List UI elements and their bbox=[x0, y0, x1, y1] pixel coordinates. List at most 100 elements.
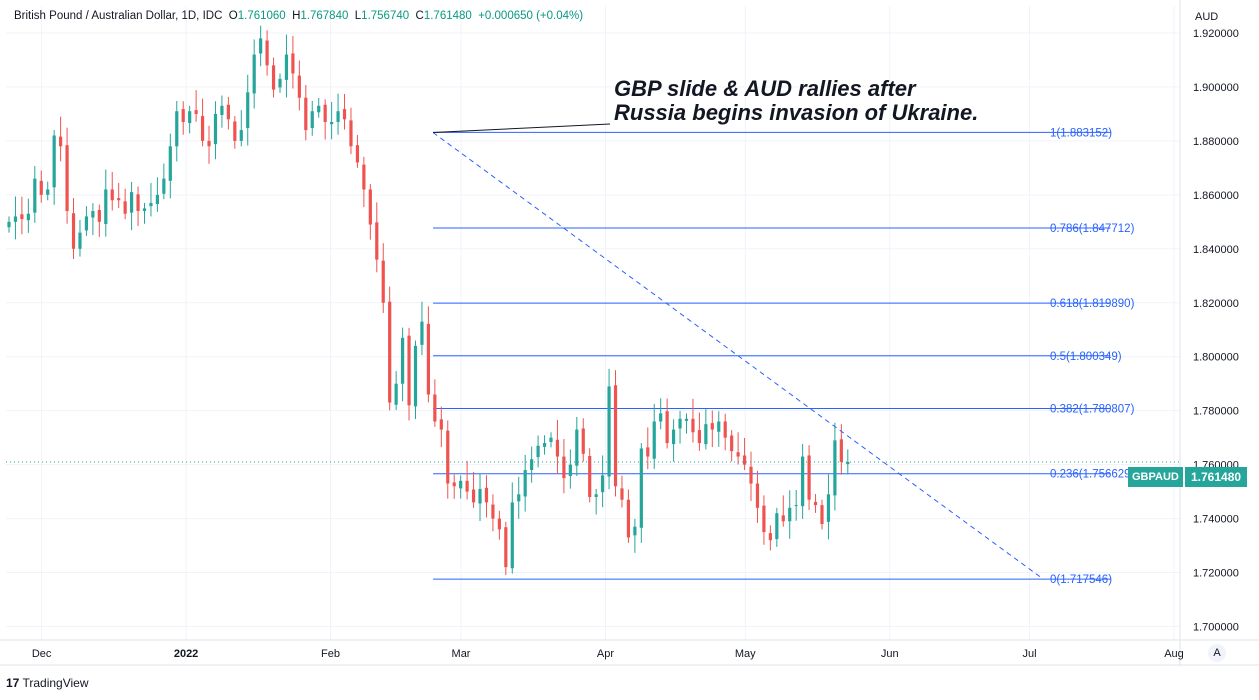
candle-body bbox=[542, 443, 547, 447]
candle-body bbox=[671, 429, 676, 445]
candle-body bbox=[433, 394, 437, 422]
candle-body bbox=[117, 198, 121, 201]
candle-body bbox=[562, 456, 566, 479]
candle-body bbox=[175, 111, 179, 147]
tradingview-logo[interactable]: 17 TradingView bbox=[6, 676, 89, 690]
candle-body bbox=[478, 488, 482, 504]
y-tick-label: 1.800000 bbox=[1193, 352, 1239, 364]
trendline[interactable] bbox=[432, 132, 1044, 580]
candle-body bbox=[304, 97, 308, 131]
candle bbox=[820, 499, 824, 530]
candle bbox=[620, 475, 624, 508]
fib-level: 0.5(1.800349) bbox=[433, 351, 1122, 363]
candle bbox=[788, 490, 792, 539]
y-tick-label: 1.880000 bbox=[1193, 136, 1239, 148]
candle bbox=[349, 107, 353, 155]
fib-level: 0.382(1.780807) bbox=[433, 404, 1135, 416]
candle-body bbox=[407, 335, 411, 406]
candle-body bbox=[284, 54, 289, 80]
candle-body bbox=[213, 113, 218, 145]
candle bbox=[833, 422, 837, 511]
candle-body bbox=[368, 189, 372, 225]
candle-body bbox=[833, 440, 837, 496]
y-tick-label: 1.840000 bbox=[1193, 244, 1239, 256]
candle-body bbox=[375, 222, 379, 260]
candle bbox=[691, 398, 695, 443]
symbol-legend: British Pound / Australian Dollar, 1D, I… bbox=[14, 10, 583, 22]
fib-level: 0.786(1.847712) bbox=[433, 223, 1135, 235]
candle-body bbox=[530, 459, 534, 471]
candle bbox=[310, 100, 314, 136]
candle bbox=[297, 60, 301, 111]
candle bbox=[336, 93, 340, 135]
candle bbox=[671, 419, 676, 462]
candle bbox=[317, 97, 321, 118]
x-tick-label: May bbox=[735, 648, 756, 660]
candle bbox=[465, 460, 469, 500]
candle-body bbox=[297, 75, 301, 98]
candle bbox=[697, 412, 701, 451]
candlestick-series bbox=[6, 25, 1180, 575]
candle-body bbox=[278, 78, 282, 88]
x-tick-label: Dec bbox=[32, 648, 52, 660]
y-tick-label: 1.700000 bbox=[1193, 622, 1239, 634]
candle bbox=[794, 489, 798, 521]
symbol-price-label: GBPAUD bbox=[1128, 467, 1183, 487]
candle-body bbox=[517, 494, 521, 502]
candle bbox=[717, 411, 721, 447]
candle-body bbox=[620, 488, 624, 500]
candle-body bbox=[110, 189, 114, 201]
candle-body bbox=[665, 411, 669, 444]
candle bbox=[588, 448, 592, 503]
candle-body bbox=[400, 337, 405, 384]
time-axis[interactable]: Dec 2022 Feb Mar Apr May Jun Jul Aug bbox=[0, 639, 1259, 666]
candle-body bbox=[459, 480, 463, 489]
candle-body bbox=[220, 105, 224, 115]
fib-level: 0(1.717546) bbox=[433, 574, 1112, 586]
fibonacci-retracement[interactable]: 1(1.883152) 0.786(1.847712) 0.618(1.819890… bbox=[433, 127, 1135, 586]
candle bbox=[375, 202, 379, 273]
candle-body bbox=[730, 435, 734, 452]
candle-body bbox=[555, 439, 560, 457]
last-price-label: 1.761480 bbox=[1185, 467, 1248, 487]
candle-body bbox=[594, 494, 598, 498]
candle-body bbox=[123, 201, 127, 214]
candle bbox=[504, 521, 508, 575]
candle bbox=[523, 454, 527, 512]
candle bbox=[220, 95, 224, 128]
candle bbox=[26, 198, 30, 233]
candle bbox=[136, 186, 140, 227]
auto-scale-button[interactable]: A bbox=[1208, 644, 1226, 662]
symbol-title: British Pound / Australian Dollar, 1D, I… bbox=[14, 10, 223, 22]
candle-body bbox=[646, 447, 650, 457]
candle bbox=[175, 100, 179, 162]
candle-body bbox=[271, 65, 276, 90]
price-axis[interactable]: AUD1.7000001.7200001.7400001.7600001.780… bbox=[1179, 0, 1239, 665]
x-tick-label: Mar bbox=[452, 648, 471, 660]
candle bbox=[304, 85, 308, 141]
candle-body bbox=[226, 104, 230, 120]
candle bbox=[839, 424, 843, 475]
candle bbox=[730, 430, 734, 462]
candle-body bbox=[388, 301, 392, 403]
candle-body bbox=[20, 214, 24, 220]
candle-body bbox=[575, 429, 579, 466]
candle-body bbox=[775, 513, 779, 540]
candle bbox=[78, 219, 82, 257]
candle-body bbox=[362, 164, 366, 190]
candle bbox=[388, 286, 392, 411]
candle bbox=[659, 398, 663, 430]
candle-body bbox=[91, 211, 95, 218]
candle-body bbox=[168, 146, 172, 181]
x-tick-label: Aug bbox=[1164, 648, 1184, 660]
candle bbox=[801, 443, 805, 519]
candle bbox=[65, 127, 69, 224]
candle bbox=[46, 181, 50, 201]
candle bbox=[323, 99, 327, 140]
fib-level: 0.236(1.756629) bbox=[433, 469, 1135, 481]
candle bbox=[762, 495, 766, 545]
candle bbox=[575, 416, 579, 476]
candle-body bbox=[768, 533, 772, 541]
